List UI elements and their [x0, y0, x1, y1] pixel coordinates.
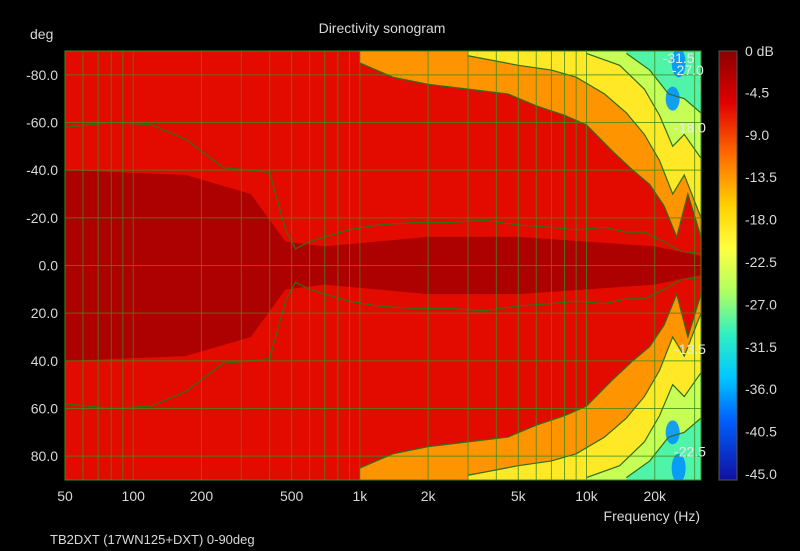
x-tick-label: 100 — [122, 488, 146, 504]
y-tick-label: 80.0 — [31, 448, 58, 464]
colorbar — [718, 50, 738, 481]
colorbar-label: -13.5 — [745, 169, 777, 185]
contour-value-label: -31.5 — [663, 50, 695, 66]
colorbar-labels: -4.5 -9.0 -13.5 -18.0 -22.5 -27.0 -31.5 -36.0 -4… — [745, 84, 777, 482]
x-tick-label: 2k — [421, 488, 437, 504]
heatmap-notch — [665, 420, 680, 445]
y-tick-label: -20.0 — [26, 210, 58, 226]
contour-line — [626, 52, 701, 114]
colorbar-label: -27.0 — [745, 296, 777, 312]
contour-line — [467, 312, 701, 476]
arta-watermark: ARTA — [696, 65, 712, 121]
x-tick-label: 500 — [280, 488, 304, 504]
colorbar-title: 0 dB — [745, 43, 774, 59]
colorbar-label: -36.0 — [745, 381, 777, 397]
plot-frame — [64, 50, 702, 481]
y-tick-label: -60.0 — [26, 115, 58, 131]
contour-value-label: -13.5 — [674, 341, 706, 357]
colorbar-label: -22.5 — [745, 254, 777, 270]
contour-line — [586, 372, 701, 479]
x-tick-label: 200 — [190, 488, 214, 504]
heatmap-notch — [671, 51, 686, 78]
x-tick-label: 10k — [575, 488, 599, 504]
contour-line — [586, 52, 701, 159]
heatmap-notch — [671, 453, 686, 480]
contour-line — [626, 417, 701, 479]
heatmap-area: ARTA — [65, 51, 712, 480]
y-tick-label: 20.0 — [31, 305, 58, 321]
colorbar-label: -45.0 — [745, 466, 777, 482]
y-tick-label: 60.0 — [31, 401, 58, 417]
x-tick-label: 20k — [643, 488, 667, 504]
y-tick-label: -40.0 — [26, 162, 58, 178]
y-axis-ticks: -80.0 -60.0 -40.0 -20.0 0.0 20.0 40.0 60.0 80.0 — [26, 67, 58, 464]
x-tick-label: 50 — [57, 488, 73, 504]
contour-value-label: -27.0 — [672, 62, 704, 78]
contour-labels: -31.5-27.0 -18.0 -13.5 -22.5 — [663, 50, 706, 459]
heatmap-band — [468, 51, 701, 218]
y-tick-label: 40.0 — [31, 353, 58, 369]
heatmap-band — [468, 313, 701, 480]
colorbar-label: -31.5 — [745, 339, 777, 355]
y-tick-label: 0.0 — [39, 258, 59, 274]
x-tick-label: 5k — [511, 488, 527, 504]
colorbar-label: -40.5 — [745, 424, 777, 440]
contour-value-label: -18.0 — [674, 119, 706, 135]
colorbar-label: -18.0 — [745, 212, 777, 228]
y-axis-label: deg — [30, 26, 53, 42]
x-axis-label: Frequency (Hz) — [604, 508, 700, 524]
colorbar-label: -9.0 — [745, 127, 769, 143]
grid-lines — [65, 51, 701, 480]
colorbar-label: -4.5 — [745, 84, 769, 100]
x-axis-ticks: 50 100 200 500 1k 2k 5k 10k 20k — [57, 488, 667, 504]
heatmap-notch — [665, 86, 680, 111]
contour-line — [65, 121, 701, 255]
chart-subtitle: TB2DXT (17WN125+DXT) 0-90deg — [50, 532, 255, 547]
x-tick-label: 1k — [352, 488, 368, 504]
contour-line — [65, 276, 701, 410]
y-tick-label: -80.0 — [26, 67, 58, 83]
contour-line — [467, 55, 701, 219]
chart-title: Directivity sonogram — [319, 20, 446, 36]
contour-value-label: -22.5 — [674, 443, 706, 459]
